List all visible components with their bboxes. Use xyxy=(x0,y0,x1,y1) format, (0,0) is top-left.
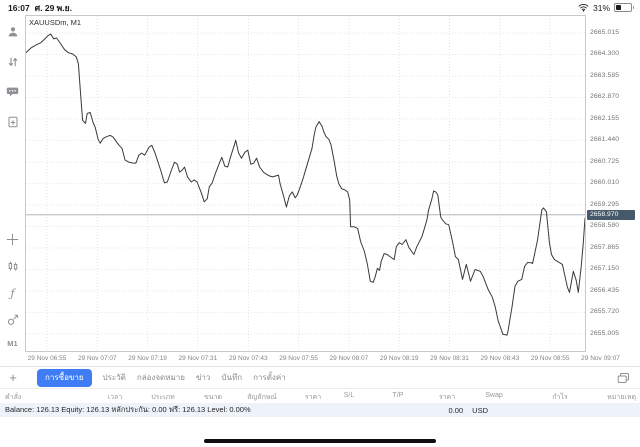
price-tick-label: 2663.585 xyxy=(590,71,620,79)
time-tick-label: 29 Nov 07:07 xyxy=(77,355,117,362)
tab-journal[interactable]: บันทึก xyxy=(221,373,243,382)
price-tick-label: 2657.150 xyxy=(590,265,620,272)
time-tick-label: 29 Nov 08:31 xyxy=(430,355,469,362)
price-tick-label: 2664.300 xyxy=(590,50,620,57)
time-axis[interactable]: 29 Nov 06:55 29 Nov 07:07 29 Nov 07:19 29 N… xyxy=(0,352,640,366)
time-tick-label: 29 Nov 07:43 xyxy=(228,355,268,362)
price-tick-label: 2655.005 xyxy=(590,329,620,337)
price-tick-label: 2661.440 xyxy=(590,136,620,143)
price-tick-label: 2660.725 xyxy=(590,157,620,165)
objects-icon[interactable] xyxy=(5,312,21,328)
account-summary-text: Balance: 126.13 Equity: 126.13 หลักประกั… xyxy=(5,405,251,414)
indicators-icon[interactable]: ƒ xyxy=(10,286,15,300)
col-price-open: ราคา xyxy=(304,394,322,401)
tab-mailbox[interactable]: กล่องจดหมาย xyxy=(136,373,185,382)
col-time: เวลา xyxy=(107,394,123,401)
col-symbol: สัญลักษณ์ xyxy=(247,394,277,401)
col-tp: T/P xyxy=(392,392,404,399)
chart-style-icon[interactable] xyxy=(5,258,21,274)
new-order-icon[interactable] xyxy=(5,114,21,130)
status-bar: 16:07 ศ. 29 พ.ย. 31% xyxy=(0,0,640,15)
price-tick-label: 2658.580 xyxy=(590,222,620,229)
col-sl: S/L xyxy=(343,392,355,399)
price-tick-label: 2665.015 xyxy=(590,28,620,36)
time-tick-label: 29 Nov 06:55 xyxy=(27,355,67,362)
time-tick-label: 29 Nov 08:43 xyxy=(480,355,520,362)
price-tick-label: 2662.870 xyxy=(590,93,620,100)
time-tick-label: 29 Nov 07:55 xyxy=(279,355,318,362)
time-tick-label: 29 Nov 09:07 xyxy=(581,355,620,362)
clock: 16:07 xyxy=(8,2,30,13)
price-tick-label: 2660.010 xyxy=(590,179,620,186)
bottom-area xyxy=(0,417,640,447)
time-tick-label: 29 Nov 08:07 xyxy=(329,355,369,362)
time-tick-label: 29 Nov 08:55 xyxy=(530,355,570,362)
add-tab-icon[interactable]: + xyxy=(9,370,17,385)
wifi-icon xyxy=(578,3,589,12)
trade-arrows-icon[interactable] xyxy=(5,54,21,70)
account-icon[interactable] xyxy=(5,24,21,40)
left-toolbar: ƒ M1 xyxy=(0,15,25,352)
time-tick-label: 29 Nov 07:19 xyxy=(128,355,167,362)
price-axis[interactable]: 2665.015 2664.300 2663.585 2662.870 2662.155… xyxy=(586,15,640,352)
price-tick-label: 2662.155 xyxy=(590,114,620,122)
price-tick-label: 2659.295 xyxy=(590,200,620,208)
status-date: ศ. 29 พ.ย. xyxy=(34,2,72,13)
col-swap: Swap xyxy=(485,392,503,399)
time-tick-label: 29 Nov 07:31 xyxy=(178,355,218,362)
chart-plot[interactable]: XAUUSDm, M1 xyxy=(25,15,586,352)
tab-history[interactable]: ประวัติ xyxy=(102,373,126,382)
price-line-svg xyxy=(26,16,585,351)
timeframe-button[interactable]: M1 xyxy=(7,339,18,348)
tab-news[interactable]: ข่าว xyxy=(195,373,211,382)
col-profit: กำไร xyxy=(552,394,568,401)
account-currency: USD xyxy=(472,405,488,415)
battery-icon xyxy=(614,3,634,12)
bottom-tab-bar: + การซื้อขาย ประวัติ กล่องจดหมาย ข่าว บั… xyxy=(0,366,640,388)
tab-trade[interactable]: การซื้อขาย xyxy=(37,368,92,387)
chart-main: ƒ M1 XAUUSDm, M1 2665.015 2664.300 2663.58… xyxy=(0,15,640,352)
col-type: ประเภท xyxy=(151,394,175,401)
orders-table-header: คำสั่ง เวลา ประเภท ขนาด สัญลักษณ์ ราคา S… xyxy=(0,388,640,403)
battery-percent: 31% xyxy=(592,2,610,13)
bid-price-badge: 2658.970 xyxy=(587,209,635,220)
time-tick-label: 29 Nov 08:19 xyxy=(379,355,419,362)
col-price-current: ราคา xyxy=(438,394,456,401)
crosshair-icon[interactable] xyxy=(5,231,21,247)
account-summary-bar: Balance: 126.13 Equity: 126.13 หลักประกั… xyxy=(0,403,640,417)
chart-windows-icon[interactable] xyxy=(617,372,630,384)
total-profit-value: 0.00 xyxy=(448,405,464,415)
col-order: คำสั่ง xyxy=(5,394,22,401)
chart-symbol-label: XAUUSDm, M1 xyxy=(29,18,82,27)
price-tick-label: 2656.435 xyxy=(590,286,620,294)
tab-settings[interactable]: การตั้งค่า xyxy=(253,373,286,382)
col-volume: ขนาด xyxy=(203,394,223,401)
home-indicator[interactable] xyxy=(204,439,436,443)
chat-icon[interactable] xyxy=(5,84,21,100)
col-comment: หมายเหตุ xyxy=(607,394,636,401)
price-tick-label: 2655.720 xyxy=(590,308,620,315)
price-tick-label: 2657.865 xyxy=(590,243,620,251)
